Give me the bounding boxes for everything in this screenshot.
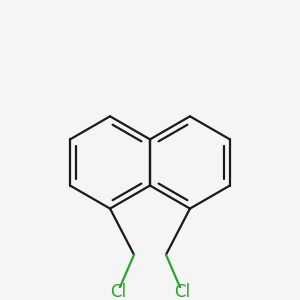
Text: Cl: Cl — [110, 283, 126, 300]
Text: Cl: Cl — [174, 283, 190, 300]
